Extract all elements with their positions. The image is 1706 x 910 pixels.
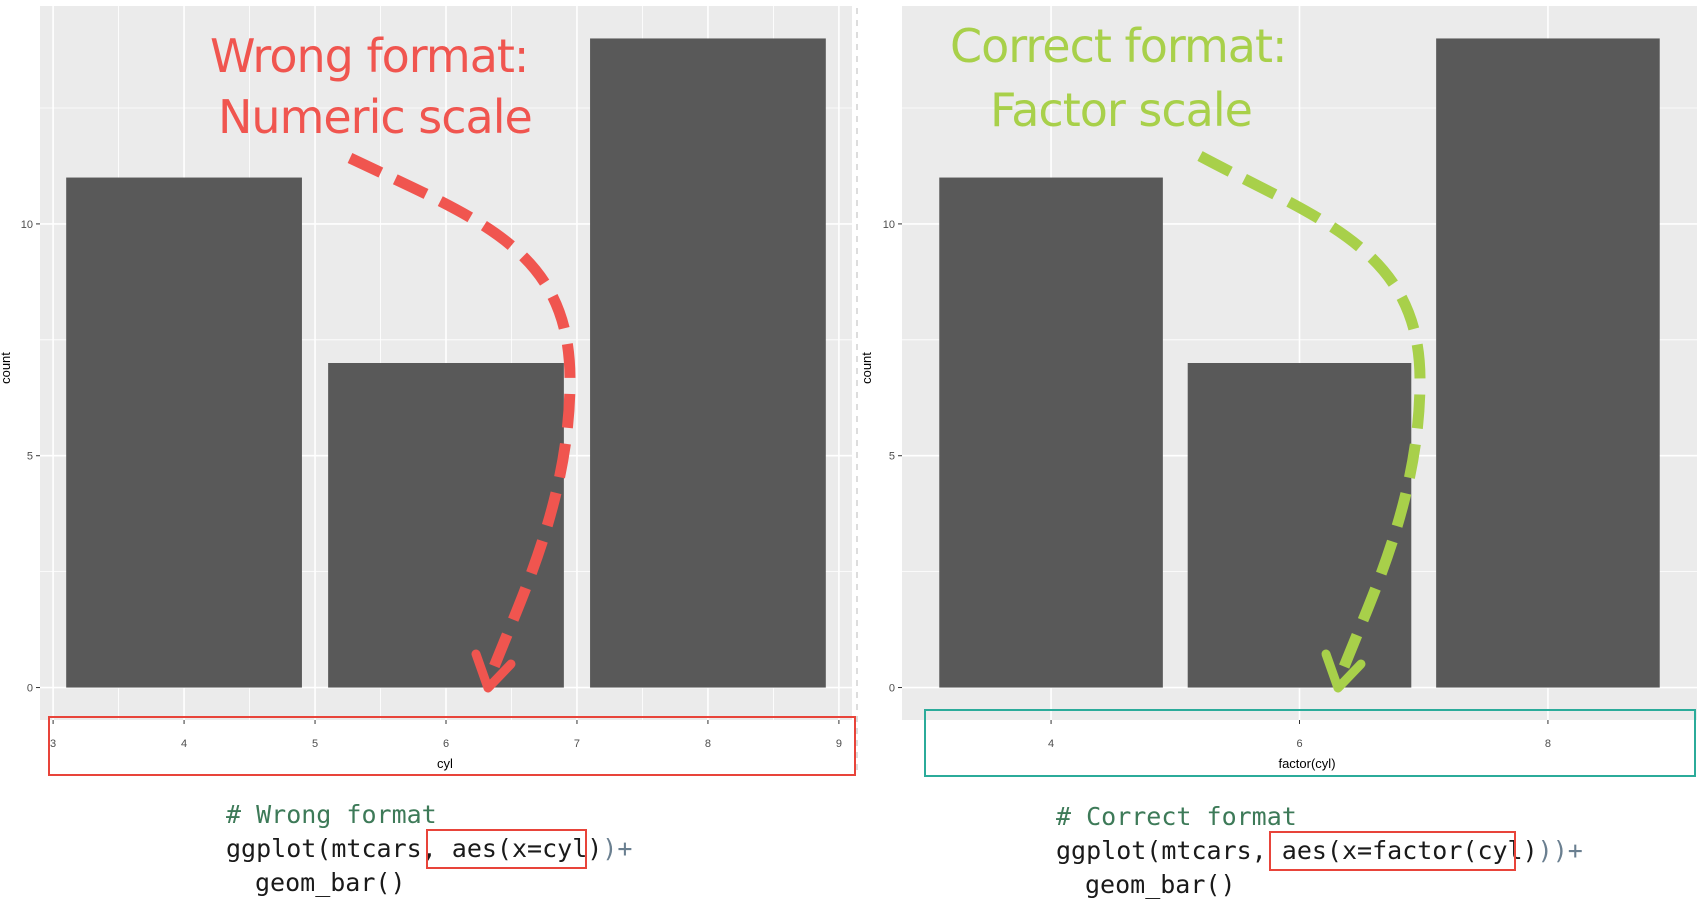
left-y-ticks: 0 5 10 bbox=[21, 219, 40, 695]
right-code-line2: ggplot(mtcars, aes(x=factor(cyl)))+ bbox=[1056, 836, 1583, 865]
left-x-axis-highlight-box bbox=[48, 716, 856, 776]
left-code-prefix: ggplot(mtcars, bbox=[226, 834, 452, 863]
x-tick-label: 9 bbox=[836, 738, 842, 750]
x-tick-label: 8 bbox=[705, 738, 711, 750]
x-tick-label: 5 bbox=[312, 738, 318, 750]
bar bbox=[1436, 38, 1660, 688]
right-x-axis-title: factor(cyl) bbox=[1278, 756, 1335, 771]
right-code-comment: # Correct format bbox=[1056, 802, 1297, 831]
y-tick-label: 10 bbox=[883, 219, 895, 231]
x-tick-label: 3 bbox=[50, 738, 56, 750]
y-tick-label: 5 bbox=[889, 451, 895, 463]
right-code-highlight-box bbox=[1269, 831, 1516, 871]
right-code-prefix: ggplot(mtcars, bbox=[1056, 836, 1282, 865]
left-x-axis-title: cyl bbox=[437, 756, 453, 771]
left-arrowhead bbox=[471, 649, 516, 693]
bar bbox=[66, 177, 302, 688]
left-code-highlight: aes(x=cyl) bbox=[452, 834, 603, 863]
right-annotation-arrow bbox=[1197, 151, 1426, 674]
left-chart: 0 5 10 3 4 5 6 7 8 9 count cyl bbox=[0, 6, 856, 776]
left-code-line2: ggplot(mtcars, aes(x=cyl))+ bbox=[226, 834, 632, 863]
left-code-suffix: )+ bbox=[602, 834, 632, 863]
bar bbox=[328, 363, 564, 688]
right-chart: 0 5 10 4 6 8 count factor(cyl) bbox=[859, 6, 1697, 777]
right-code-highlight: aes(x=factor(cyl) bbox=[1282, 836, 1538, 865]
bar bbox=[590, 38, 826, 688]
bar bbox=[1187, 363, 1412, 688]
x-tick-label: 4 bbox=[181, 738, 187, 750]
x-tick-label: 6 bbox=[443, 738, 449, 750]
right-x-axis-highlight-box bbox=[924, 709, 1696, 777]
right-bars bbox=[939, 38, 1660, 688]
right-x-ticks: 4 6 8 bbox=[1048, 720, 1551, 750]
x-tick-label: 7 bbox=[574, 738, 580, 750]
left-x-ticks: 3 4 5 6 7 8 9 bbox=[50, 720, 842, 750]
y-tick-label: 10 bbox=[21, 219, 33, 231]
left-bars bbox=[66, 38, 826, 688]
left-code-highlight-box bbox=[426, 829, 587, 869]
right-arrowhead bbox=[1321, 649, 1366, 693]
left-annotation-line2: Numeric scale bbox=[218, 90, 532, 144]
left-code-comment: # Wrong format bbox=[226, 800, 437, 829]
left-y-axis-title: count bbox=[0, 352, 13, 384]
right-y-ticks: 0 5 10 bbox=[883, 219, 902, 695]
right-y-axis-title: count bbox=[859, 352, 874, 384]
left-annotation-line1: Wrong format: bbox=[210, 29, 528, 83]
x-tick-label: 8 bbox=[1545, 738, 1551, 750]
right-code-suffix: ))+ bbox=[1538, 836, 1583, 865]
x-tick-label: 4 bbox=[1048, 738, 1054, 750]
bar bbox=[939, 177, 1163, 688]
right-code-line3: geom_bar() bbox=[1085, 870, 1236, 899]
left-code-line3: geom_bar() bbox=[255, 868, 406, 897]
right-annotation-line1: Correct format: bbox=[950, 19, 1287, 73]
right-annotation-line2: Factor scale bbox=[990, 83, 1252, 137]
x-tick-label: 6 bbox=[1296, 738, 1302, 750]
left-annotation-arrow bbox=[347, 153, 576, 674]
y-tick-label: 5 bbox=[27, 451, 33, 463]
y-tick-label: 0 bbox=[889, 683, 895, 695]
y-tick-label: 0 bbox=[27, 683, 33, 695]
